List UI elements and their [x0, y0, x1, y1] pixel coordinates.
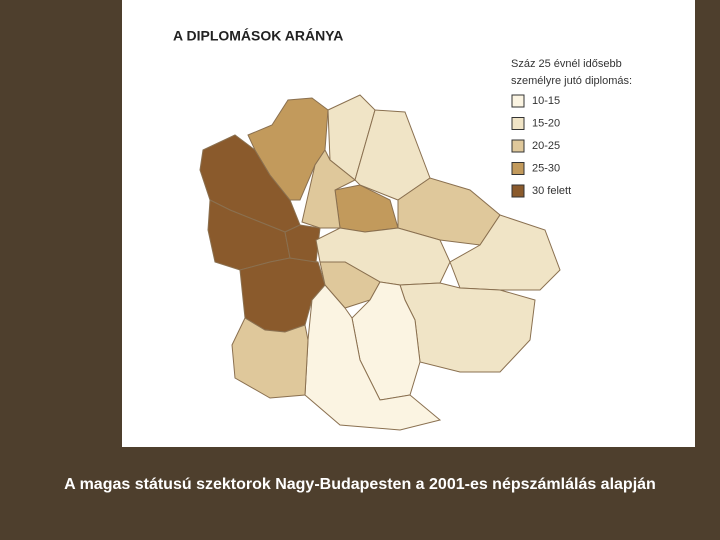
legend-label: 15-20: [532, 117, 560, 129]
district: [284, 224, 321, 263]
legend-title: Száz 25 évnél idősebb: [511, 58, 622, 70]
map-title: A DIPLOMÁSOK ARÁNYA: [173, 28, 343, 44]
district: [354, 109, 431, 201]
legend: 10-15 15-20 20-25 25-30 30 felett: [511, 94, 571, 198]
legend-swatch: [511, 162, 525, 175]
legend-label: 25-30: [532, 162, 560, 174]
legend-swatch: [511, 94, 525, 108]
district: [231, 317, 309, 399]
legend-label: 30 felett: [532, 185, 571, 197]
caption: A magas státusú szektorok Nagy-Budapeste…: [64, 476, 656, 493]
districts: [199, 94, 561, 431]
legend-label: 10-15: [532, 95, 560, 107]
legend-title: személyre jutó diplomás:: [511, 75, 632, 87]
legend-swatch: [511, 117, 525, 130]
legend-swatch: [511, 184, 525, 198]
legend-label: 20-25: [532, 140, 560, 152]
legend-swatch: [511, 139, 525, 153]
